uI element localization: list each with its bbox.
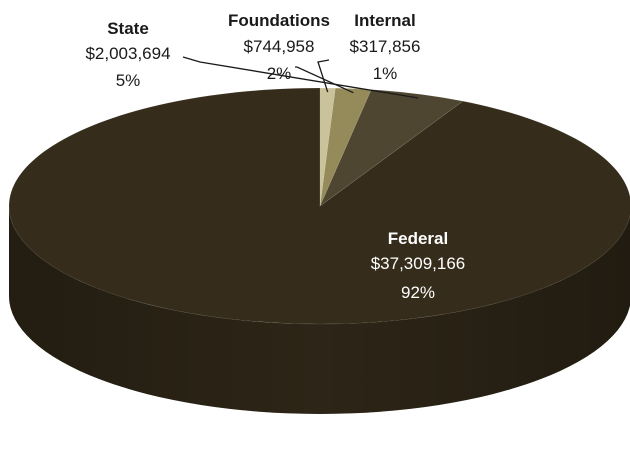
slice-label-state-name: State bbox=[107, 19, 149, 38]
slice-label-internal-percent: 1% bbox=[373, 64, 398, 83]
slice-label-federal: Federal $37,309,166 92% bbox=[371, 229, 466, 302]
pie-side-federal bbox=[9, 206, 630, 414]
slice-label-foundations: Foundations $744,958 2% bbox=[228, 11, 330, 83]
slice-label-internal-value: $317,856 bbox=[350, 37, 421, 56]
slice-label-federal-value: $37,309,166 bbox=[371, 254, 466, 273]
slice-label-internal-name: Internal bbox=[354, 11, 415, 30]
pie-slice-internal bbox=[319, 87, 336, 207]
pie-slice-federal bbox=[8, 87, 630, 325]
slice-label-federal-percent: 92% bbox=[401, 283, 435, 302]
pie-sides bbox=[9, 206, 630, 414]
pie-slice-state bbox=[319, 89, 464, 207]
slice-label-foundations-percent: 2% bbox=[267, 64, 292, 83]
slice-label-foundations-name: Foundations bbox=[228, 11, 330, 30]
slice-label-state-value: $2,003,694 bbox=[85, 44, 170, 63]
leader-line-foundations bbox=[295, 66, 354, 94]
pie-slice-foundations bbox=[319, 87, 372, 207]
leader-line-state bbox=[182, 56, 419, 99]
slice-label-internal: Internal $317,856 1% bbox=[350, 11, 421, 83]
slice-label-state-percent: 5% bbox=[116, 71, 141, 90]
leader-lines bbox=[182, 56, 419, 99]
slice-label-state: State $2,003,694 5% bbox=[85, 19, 170, 90]
slice-label-federal-name: Federal bbox=[388, 229, 448, 248]
pie-slices bbox=[8, 87, 630, 325]
leader-line-internal bbox=[317, 59, 330, 93]
slice-label-foundations-value: $744,958 bbox=[244, 37, 315, 56]
